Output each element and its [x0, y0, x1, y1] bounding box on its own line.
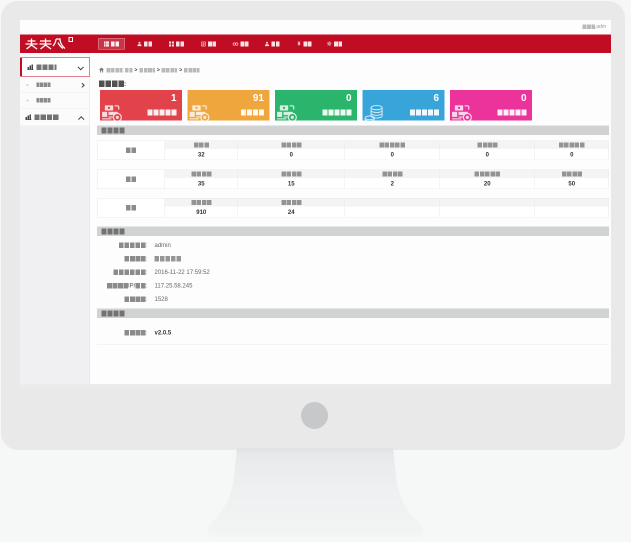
svg-text:¥: ¥	[298, 42, 301, 47]
